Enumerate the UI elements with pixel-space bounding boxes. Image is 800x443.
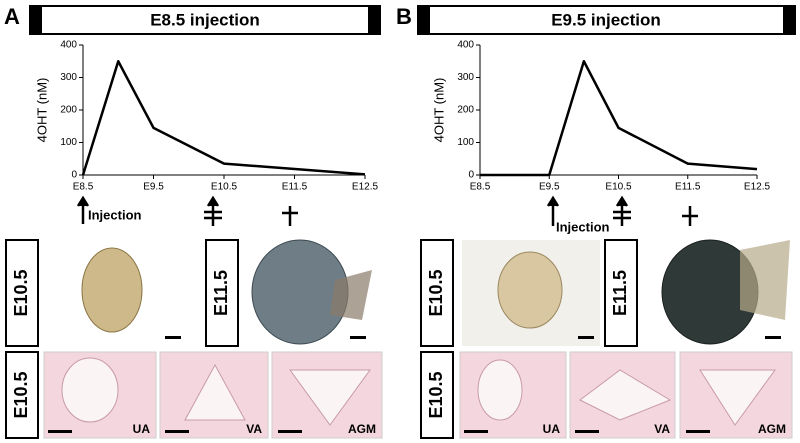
- banner-cap: [418, 6, 430, 34]
- y-tick-label: 0: [71, 170, 77, 181]
- x-tick-label: E10.5: [605, 182, 632, 193]
- section-label: VA: [654, 422, 670, 436]
- banner-cap: [783, 6, 795, 34]
- section-label: AGM: [348, 422, 376, 436]
- stage-boxes: [5, 239, 638, 439]
- injection-label: Injection: [556, 219, 610, 234]
- embryo-images: [81, 239, 790, 346]
- scale-bars: [48, 336, 781, 433]
- stage-label: E11.5: [211, 270, 231, 316]
- x-tick-label: E8.5: [73, 182, 94, 193]
- panel-label: B: [396, 4, 412, 29]
- y-tick-label: 200: [457, 105, 474, 116]
- injection-label: Injection: [88, 207, 142, 222]
- y-tick-label: 100: [457, 137, 474, 148]
- panel-label: A: [4, 4, 20, 29]
- data-line: [81, 60, 366, 176]
- stage-label: E10.5: [11, 269, 31, 316]
- section-images: [43, 351, 793, 439]
- banner-cap: [30, 6, 42, 34]
- y-tick-label: 200: [60, 105, 77, 116]
- stage-label: E10.5: [426, 371, 446, 418]
- x-tick-label: E9.5: [143, 182, 164, 193]
- x-tick-label: E12.5: [352, 182, 379, 193]
- x-tick-label: E9.5: [539, 182, 560, 193]
- section-label: AGM: [758, 422, 786, 436]
- y-tick-label: 0: [468, 170, 474, 181]
- section-label: UA: [543, 422, 561, 436]
- stage-label: E10.5: [426, 269, 446, 316]
- y-tick-label: 400: [60, 40, 77, 51]
- stage-label: E10.5: [11, 371, 31, 418]
- banner-title: E8.5 injection: [150, 10, 260, 29]
- x-tick-label: E11.5: [675, 182, 701, 193]
- y-axis-label: 4OHT (nM): [431, 78, 446, 143]
- x-tick-label: E8.5: [470, 182, 491, 193]
- annotation-symbols: [76, 195, 698, 226]
- banner-box: [417, 5, 796, 35]
- section-label: VA: [246, 422, 262, 436]
- section-label: UA: [133, 422, 151, 436]
- y-tick-label: 300: [60, 72, 77, 83]
- x-tick-label: E10.5: [211, 182, 238, 193]
- stage-label: E11.5: [610, 270, 630, 316]
- banner-cap: [368, 6, 380, 34]
- y-axis-label: 4OHT (nM): [34, 78, 49, 143]
- banner-title: E9.5 injection: [551, 10, 661, 29]
- x-tick-label: E11.5: [282, 182, 308, 193]
- y-tick-label: 300: [457, 72, 474, 83]
- y-tick-label: 100: [60, 137, 77, 148]
- vessel-lumens: [61, 357, 776, 426]
- x-tick-label: E12.5: [744, 182, 771, 193]
- data-line: [480, 60, 758, 177]
- y-tick-label: 400: [457, 40, 474, 51]
